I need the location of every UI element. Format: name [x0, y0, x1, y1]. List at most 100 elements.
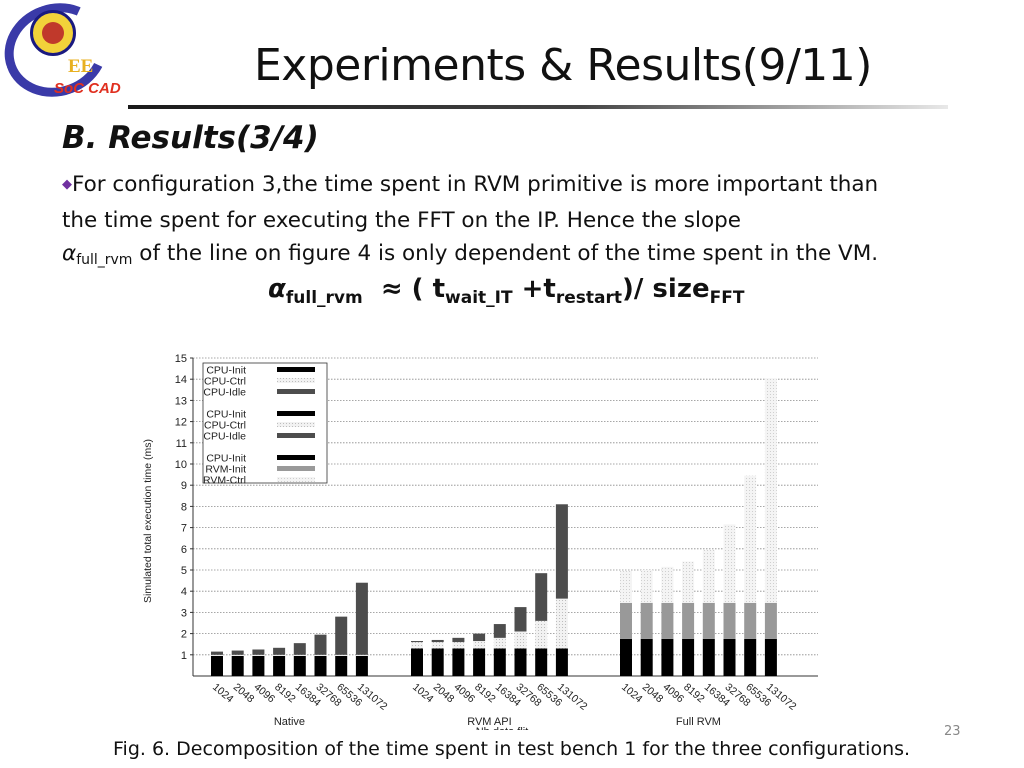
- bar-segment: [293, 654, 306, 656]
- legend-swatch: [277, 477, 315, 482]
- bar-segment: [431, 648, 444, 676]
- bar-segment: [273, 647, 286, 655]
- x-tick-label: 2048: [640, 681, 666, 705]
- y-tick-label: 15: [175, 353, 187, 365]
- bar-segment: [493, 624, 506, 638]
- logo-name: SoC CAD: [54, 80, 121, 97]
- y-axis-label: Simulated total execution time (ms): [142, 439, 154, 603]
- bar-segment: [514, 607, 527, 632]
- bar-segment: [764, 378, 777, 603]
- bar-segment: [211, 655, 223, 676]
- bar-segment: [702, 602, 715, 639]
- bar-segment: [411, 641, 423, 643]
- legend-label: RVM-Ctrl: [203, 475, 246, 487]
- legend-swatch: [277, 411, 315, 416]
- bar-segment: [640, 638, 653, 676]
- bar-segment: [555, 598, 568, 649]
- bar-segment: [493, 637, 506, 649]
- page-number: 23: [944, 724, 961, 739]
- figure-caption: Fig. 6. Decomposition of the time spent …: [113, 738, 911, 760]
- legend-label: CPU-Ctrl: [204, 376, 246, 388]
- bar-segment: [293, 655, 306, 676]
- y-tick-label: 4: [181, 586, 187, 598]
- y-tick-label: 13: [175, 395, 187, 407]
- x-tick-label: 8192: [272, 681, 298, 705]
- bar-segment: [555, 648, 568, 676]
- bar-segment: [661, 638, 674, 676]
- legend-label: CPU-Ctrl: [204, 420, 246, 432]
- group-label: RVM API: [467, 716, 511, 728]
- bar-segment: [723, 524, 736, 603]
- legend-label: CPU-Init: [206, 453, 246, 465]
- bar-segment: [411, 642, 423, 649]
- bar-segment: [744, 602, 757, 639]
- bar-segment: [355, 654, 368, 656]
- bar-segment: [682, 561, 695, 603]
- legend-label: CPU-Init: [206, 409, 246, 421]
- group-label: Native: [274, 716, 305, 728]
- y-tick-label: 10: [175, 459, 187, 471]
- bar-segment: [764, 602, 777, 639]
- x-tick-label: 1024: [619, 681, 645, 705]
- bar-segment: [473, 641, 486, 649]
- x-tick-label: 4096: [451, 681, 477, 705]
- group-label: Full RVM: [676, 716, 721, 728]
- bar-segment: [535, 573, 548, 621]
- body-paragraph: ◆For configuration 3,the time spent in R…: [62, 168, 982, 273]
- y-tick-label: 11: [176, 438, 187, 450]
- bar-segment: [273, 655, 286, 676]
- bar-segment: [252, 655, 265, 676]
- y-tick-label: 12: [175, 417, 187, 429]
- bar-segment: [764, 638, 777, 676]
- bar-segment: [535, 648, 548, 676]
- x-tick-label: 8192: [681, 681, 707, 705]
- bar-segment: [661, 602, 674, 639]
- bar-segment: [252, 654, 265, 656]
- bar-segment: [640, 570, 653, 603]
- y-tick-label: 6: [181, 544, 187, 556]
- bar-segment: [211, 654, 223, 656]
- bar-segment: [620, 571, 632, 603]
- logo-abbr: EE: [68, 56, 94, 77]
- bar-segment: [335, 655, 348, 676]
- bar-segment: [702, 638, 715, 676]
- bar-segment: [231, 654, 244, 656]
- bar-segment: [452, 648, 465, 676]
- bar-segment: [555, 504, 568, 599]
- legend-swatch: [277, 466, 315, 471]
- bar-segment: [431, 642, 444, 649]
- bar-segment: [411, 648, 423, 676]
- logo: EE SoC CAD: [0, 0, 122, 112]
- y-tick-label: 2: [181, 629, 187, 641]
- bar-segment: [620, 602, 632, 639]
- title-divider: [128, 105, 948, 109]
- bar-segment: [744, 638, 757, 676]
- section-heading: B. Results(3/4): [62, 120, 319, 156]
- legend-swatch: [277, 422, 315, 427]
- bar-segment: [723, 638, 736, 676]
- bar-segment: [314, 655, 327, 676]
- bar-segment: [514, 631, 527, 649]
- y-tick-label: 14: [175, 374, 187, 386]
- bar-segment: [252, 649, 265, 655]
- bar-segment: [273, 654, 286, 656]
- bar-segment: [661, 566, 674, 603]
- legend-swatch: [277, 389, 315, 394]
- bar-segment: [493, 648, 506, 676]
- bar-segment: [314, 634, 327, 655]
- y-tick-label: 8: [181, 501, 187, 513]
- bar-segment: [355, 582, 368, 655]
- body-line-1: ◆For configuration 3,the time spent in R…: [62, 172, 879, 197]
- bullet-icon: ◆: [62, 177, 72, 192]
- legend-swatch: [277, 378, 315, 383]
- x-tick-label: 8192: [472, 681, 498, 705]
- x-tick-label: 4096: [660, 681, 686, 705]
- bar-segment: [702, 549, 715, 603]
- bar-segment: [231, 655, 244, 676]
- y-tick-label: 5: [181, 565, 187, 577]
- x-tick-label: 2048: [431, 681, 457, 705]
- bar-segment: [620, 638, 632, 676]
- bar-segment: [431, 639, 444, 643]
- bar-segment: [723, 602, 736, 639]
